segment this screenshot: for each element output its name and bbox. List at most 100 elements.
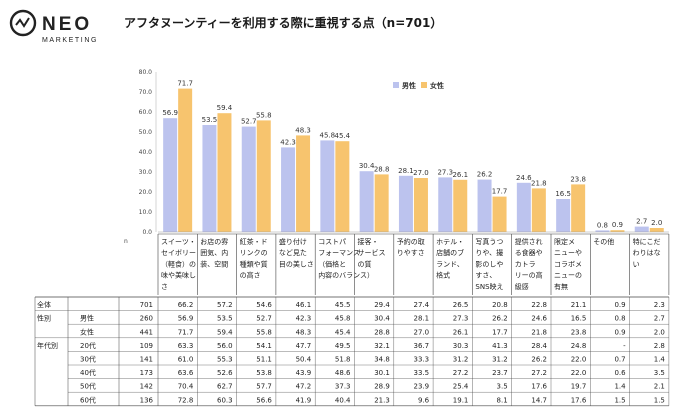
table-cell: 40.4 — [335, 396, 351, 404]
table-cell: 0.7 — [614, 356, 625, 364]
category-label: ランド、 — [436, 260, 464, 268]
bar-female — [178, 88, 193, 232]
table-cell: 22.0 — [571, 369, 587, 377]
table-cell: 1.5 — [614, 396, 625, 404]
bar-female — [413, 178, 428, 232]
table-cell: 45.5 — [335, 301, 351, 309]
table-cell: 37.3 — [335, 383, 351, 391]
table-cell: 28.8 — [374, 328, 390, 336]
category-label: 囲気、内 — [200, 248, 228, 257]
table-cell: 27.3 — [453, 315, 469, 323]
data-label-female: 0.9 — [612, 221, 623, 229]
category-label: スイーツ・ — [161, 238, 196, 246]
y-tick-label: 40.0 — [139, 149, 153, 156]
category-label: すさ、 — [475, 272, 496, 280]
table-cell: 24.8 — [571, 342, 587, 350]
table-cell: 72.8 — [178, 396, 194, 404]
table-cell: 27.4 — [414, 301, 430, 309]
table-cell: 55.8 — [256, 328, 272, 336]
legend-label-male: 男性 — [402, 81, 416, 90]
bar-female — [217, 113, 232, 232]
data-label-female: 28.8 — [374, 165, 390, 173]
table-cell: 47.2 — [296, 383, 312, 391]
bar-male — [281, 147, 296, 232]
table-cell: 60.3 — [217, 396, 233, 404]
legend-swatch-male — [393, 82, 399, 88]
bar-male — [320, 140, 335, 232]
data-label-male: 42.3 — [280, 138, 296, 146]
y-tick-label: 80.0 — [139, 69, 153, 76]
table-cell: 63.6 — [178, 369, 194, 377]
table-sub-label: 30代 — [80, 355, 96, 364]
logo-word: NEO — [42, 14, 92, 35]
table-cell: 27.2 — [531, 369, 547, 377]
bar-female — [374, 174, 389, 232]
table-sub-label: 60代 — [80, 395, 96, 404]
data-label-female: 21.8 — [531, 179, 547, 187]
table-cell: 26.5 — [453, 301, 469, 309]
bar-male — [359, 171, 374, 232]
table-cell: 49.5 — [335, 342, 351, 350]
table-cell: - — [623, 342, 626, 350]
bar-male — [516, 182, 531, 232]
bar-female — [531, 188, 546, 232]
data-label-female: 45.4 — [335, 132, 351, 140]
table-cell: 56.6 — [256, 396, 272, 404]
y-tick-label: 20.0 — [139, 189, 153, 196]
table-n-value: 441 — [140, 328, 153, 336]
category-label: る食器や — [515, 248, 543, 257]
table-cell: 71.7 — [178, 328, 194, 336]
table-cell: 20.8 — [492, 301, 508, 309]
category-label: （価格と — [318, 259, 346, 268]
chart-title: アフタヌーンティーを利用する際に重視する点（n=701） — [124, 16, 443, 30]
data-label-female: 2.0 — [651, 219, 662, 227]
category-label: 影のしや — [475, 259, 503, 268]
table-cell: 28.1 — [414, 315, 430, 323]
logo-sub: MARKETING — [42, 37, 98, 44]
category-label: 紅茶・ド — [240, 237, 268, 246]
table-cell: 9.6 — [418, 396, 430, 404]
category-label: 予約の取 — [397, 237, 425, 246]
table-group-label: 性別 — [37, 314, 51, 323]
table-cell: 70.4 — [178, 383, 194, 391]
table-cell: 56.9 — [178, 315, 194, 323]
category-label: リーの高 — [515, 271, 543, 280]
table-cell: 36.7 — [414, 342, 430, 350]
table-n-value: 260 — [140, 315, 153, 323]
table-cell: 0.6 — [614, 369, 626, 377]
table-cell: 54.1 — [256, 342, 272, 350]
bar-female — [453, 179, 468, 232]
category-label: SNS映え — [475, 282, 503, 291]
category-label: など見た — [279, 249, 307, 257]
table-cell: 41.3 — [492, 342, 508, 350]
table-cell: 23.7 — [492, 369, 508, 377]
bar-female — [335, 141, 350, 232]
y-tick-label: 30.0 — [139, 169, 153, 176]
data-label-female: 55.8 — [256, 111, 272, 119]
table-cell: 28.4 — [531, 342, 547, 350]
bar-male — [398, 175, 413, 232]
category-label: ホテル・ — [436, 238, 464, 246]
category-label: カトラ — [515, 260, 536, 268]
table-cell: 26.2 — [492, 315, 508, 323]
table-n-value: 136 — [140, 396, 154, 404]
table-n-value: 701 — [140, 301, 153, 309]
table-cell: 2.3 — [654, 301, 665, 309]
data-label-male: 27.3 — [437, 168, 453, 176]
legend-label-female: 女性 — [430, 81, 444, 90]
table-cell: 23.8 — [571, 328, 587, 336]
data-label-male: 0.8 — [597, 221, 608, 229]
category-label: お店の雰 — [200, 237, 228, 246]
category-label: 装、空間 — [200, 259, 228, 268]
data-label-male: 56.9 — [162, 109, 178, 117]
bar-female — [492, 196, 507, 232]
category-label: の高さ — [240, 271, 261, 280]
category-label: ニューの — [554, 272, 582, 280]
table-cell: 31.2 — [453, 356, 469, 364]
category-label: その他 — [593, 237, 614, 246]
bar-male — [595, 230, 610, 232]
category-label: コストパ — [318, 238, 346, 246]
category-label: い — [633, 260, 640, 268]
category-label: の質 — [358, 259, 372, 268]
table-cell: 56.0 — [217, 342, 233, 350]
